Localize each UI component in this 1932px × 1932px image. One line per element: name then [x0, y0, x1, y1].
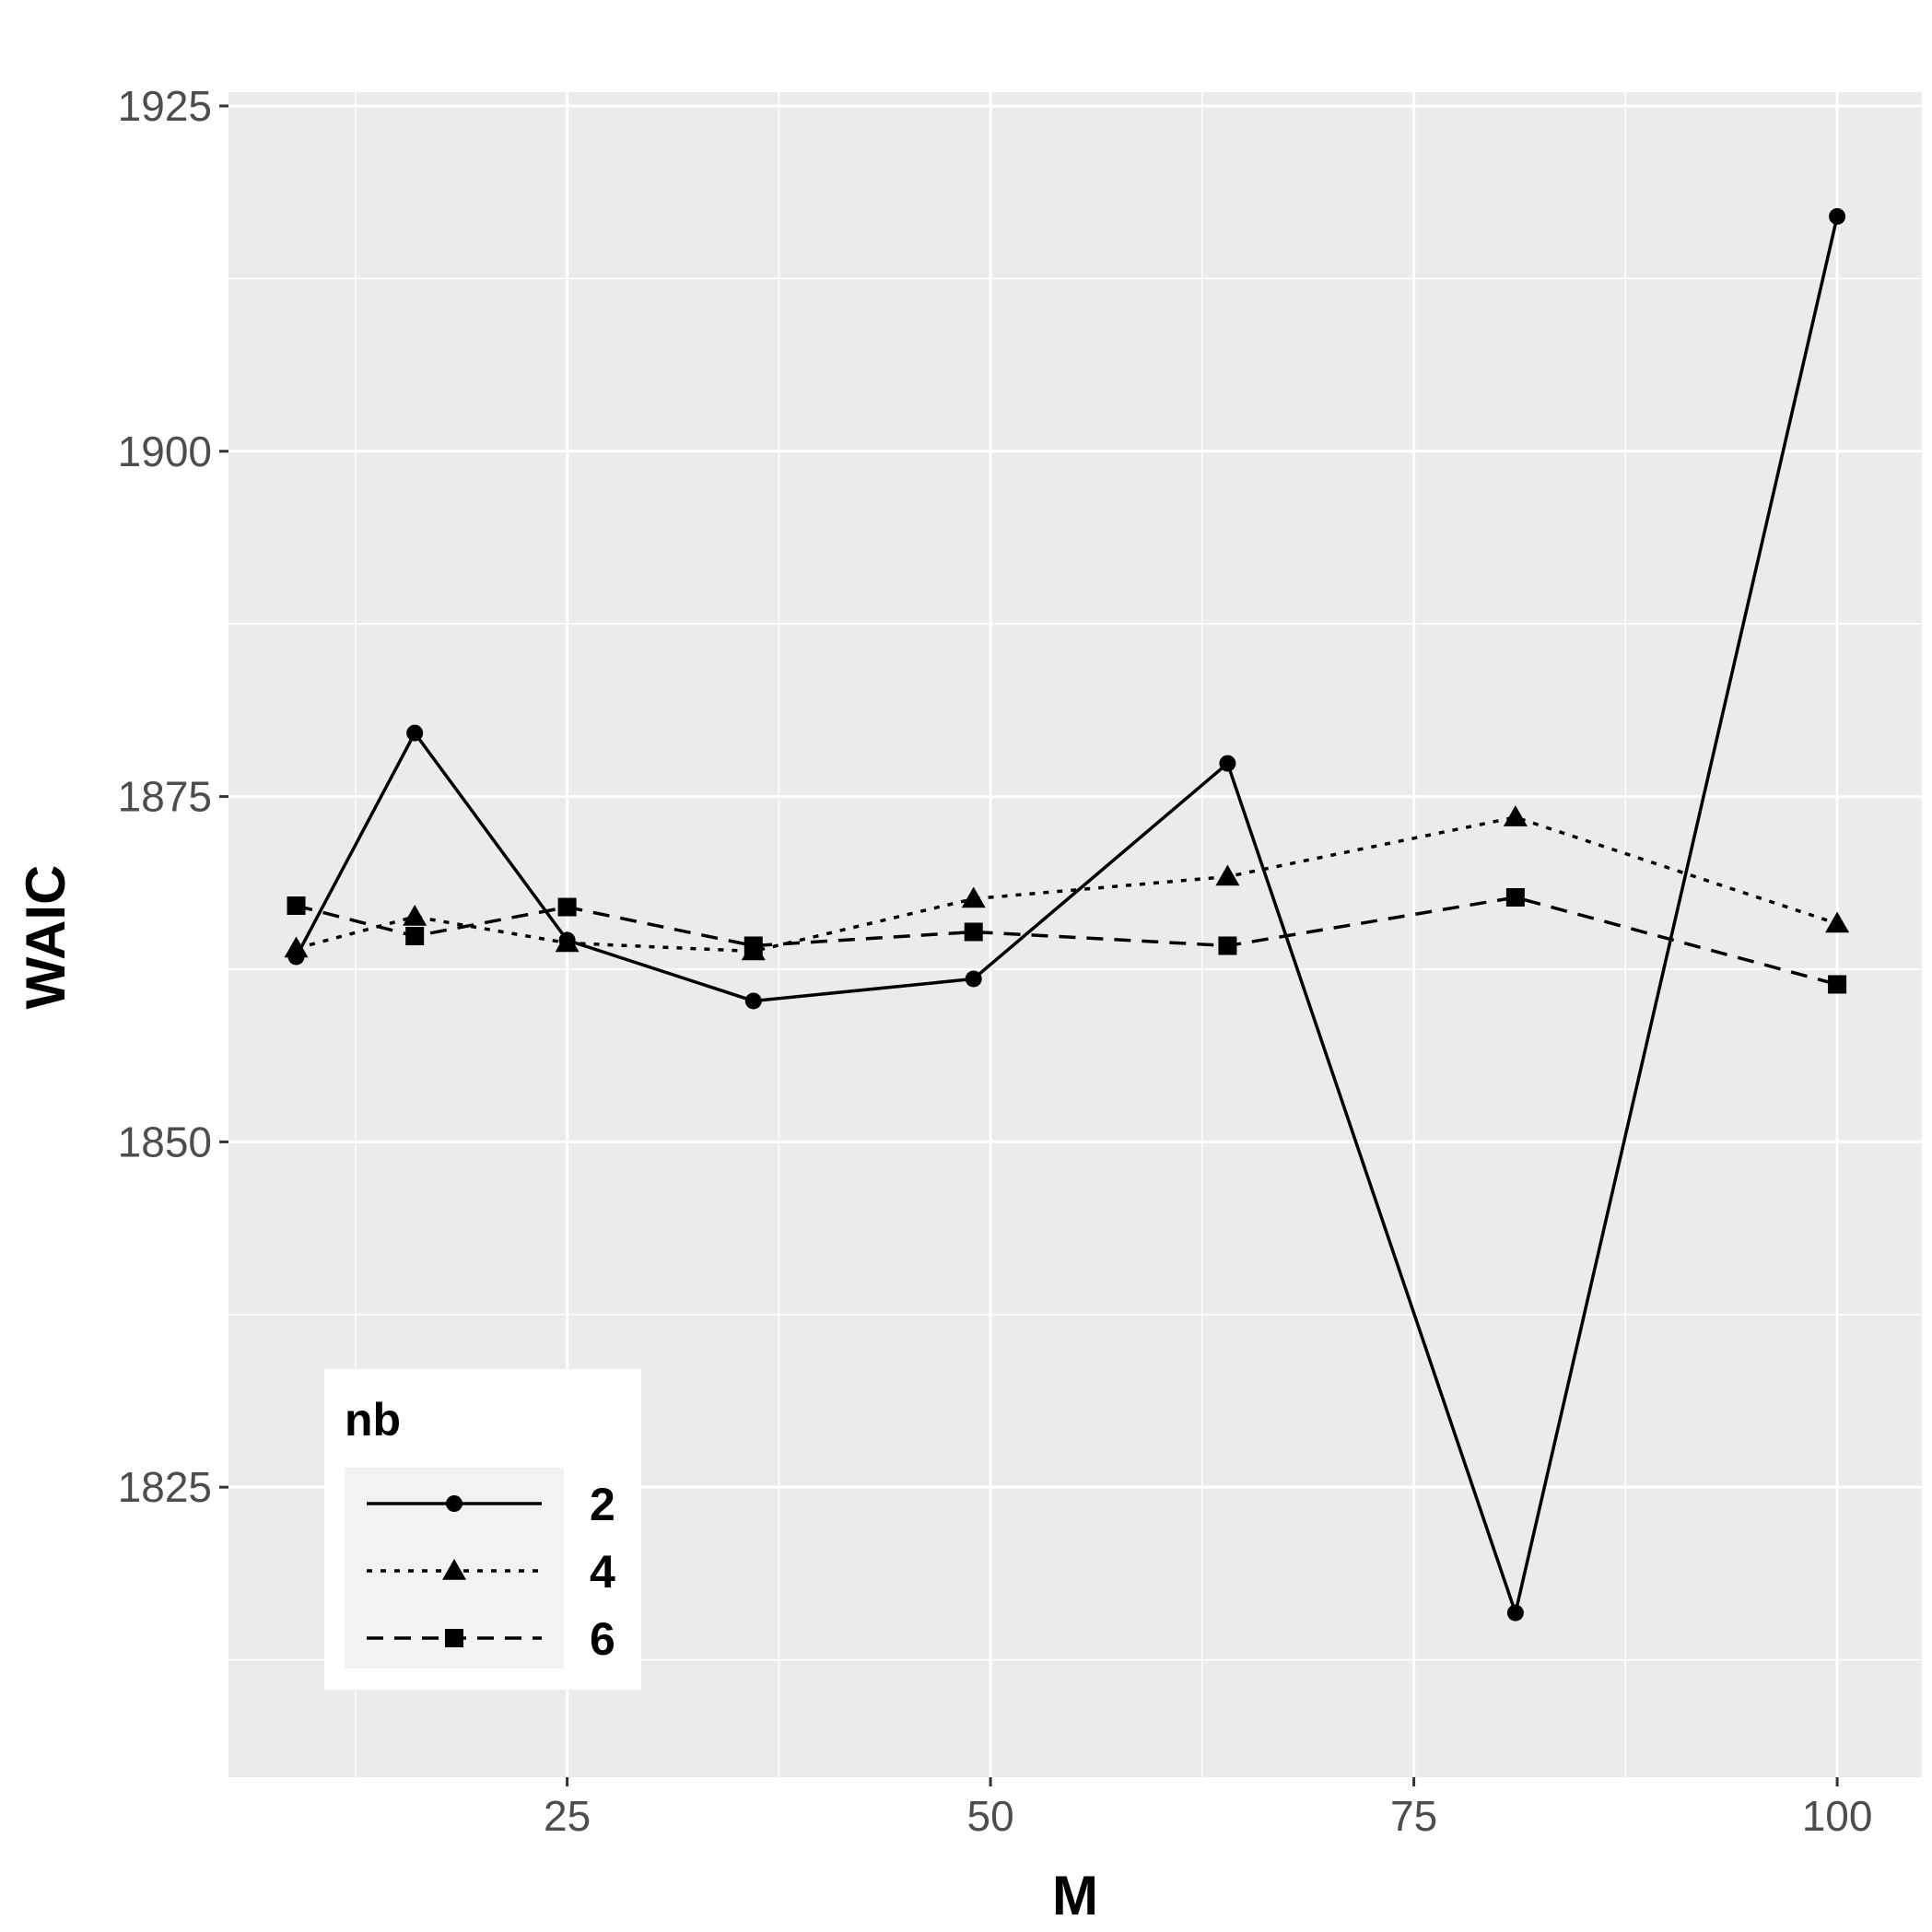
legend-key-marker-nb-2 [446, 1495, 463, 1512]
y-tick-label: 1900 [118, 427, 212, 475]
y-tick-label: 1825 [118, 1463, 212, 1511]
data-point-nb-4 [961, 886, 986, 908]
data-point-nb-2 [1829, 207, 1846, 225]
series-line-nb-4 [296, 815, 1838, 954]
data-point-nb-6 [1828, 975, 1847, 994]
data-point-nb-6 [1218, 936, 1237, 955]
legend-keys: 2 4 6 [367, 1479, 615, 1665]
y-tick-label: 1850 [118, 1118, 212, 1165]
y-axis-title: WAIC [15, 865, 76, 1010]
series-line-nb-6 [296, 896, 1838, 987]
data-point-nb-6 [557, 897, 577, 917]
x-tick-label: 50 [967, 1792, 1014, 1840]
series-line-nb-2 [294, 216, 1839, 1619]
data-point-nb-4 [1503, 805, 1528, 826]
x-tick-label: 75 [1390, 1792, 1437, 1840]
legend-key-marker-nb-4 [442, 1559, 466, 1580]
x-tick-label: 100 [1802, 1792, 1873, 1840]
data-point-nb-6 [1505, 888, 1525, 907]
data-point-nb-4 [403, 905, 427, 926]
data-point-nb-4 [1215, 864, 1240, 886]
axis-ticks [219, 104, 1839, 1786]
legend-label-nb-6: 6 [590, 1613, 615, 1665]
data-point-nb-4 [1825, 911, 1850, 933]
data-point-nb-6 [744, 936, 763, 955]
data-point-nb-4 [284, 936, 309, 958]
data-point-nb-6 [405, 926, 425, 945]
series-lines [294, 216, 1839, 1619]
data-point-nb-6 [287, 896, 306, 916]
legend-title: nb [345, 1394, 401, 1446]
legend-label-nb-2: 2 [590, 1479, 615, 1530]
data-point-nb-2 [1506, 1604, 1524, 1622]
x-tick-label: 25 [544, 1792, 591, 1840]
y-tick-label: 1875 [118, 773, 212, 821]
data-point-nb-2 [965, 970, 982, 988]
data-point-nb-2 [744, 992, 762, 1010]
legend-label-nb-4: 4 [590, 1546, 615, 1598]
data-point-nb-2 [406, 724, 424, 742]
data-point-nb-6 [964, 922, 983, 942]
minor-gridlines [228, 92, 1922, 1777]
data-point-nb-2 [1219, 755, 1236, 772]
series-points [284, 207, 1850, 1622]
tick-labels: 25 50 75 100 1825 1850 1875 1900 1925 [118, 82, 1873, 1840]
y-tick-label: 1925 [118, 82, 212, 130]
legend-key-marker-nb-6 [445, 1629, 463, 1647]
x-axis-title: M [1052, 1865, 1098, 1926]
legend: nb 2 4 6 [324, 1369, 641, 1690]
data-point-nb-4 [555, 931, 580, 953]
